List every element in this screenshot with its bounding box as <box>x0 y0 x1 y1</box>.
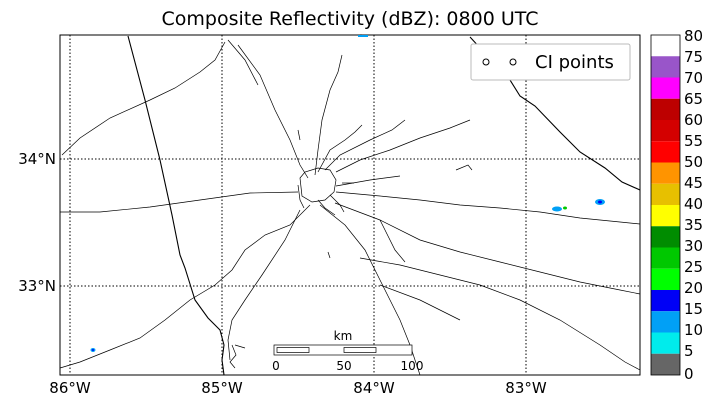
map-title: Composite Reflectivity (dBZ): 0800 UTC <box>161 8 539 30</box>
colorbar-bin <box>651 311 680 333</box>
colorbar-tick-label: 35 <box>684 216 703 234</box>
colorbar-bin <box>651 35 680 57</box>
lon-label: 84°W <box>353 379 395 397</box>
colorbar <box>650 34 681 376</box>
colorbar-bin <box>651 141 680 163</box>
lon-label: 86°W <box>49 379 91 397</box>
colorbar-tick-label: 40 <box>684 195 703 213</box>
colorbar-bin <box>651 226 680 248</box>
colorbar-bin <box>651 183 680 205</box>
lat-label: 34°N <box>18 150 56 168</box>
colorbar-tick-label: 25 <box>684 258 703 276</box>
lon-label: 85°W <box>201 379 243 397</box>
scale-bar: km 0 50 100 <box>272 329 423 373</box>
colorbar-labels: 80 75 70 65 60 55 50 45 40 35 30 25 20 1… <box>684 27 703 383</box>
colorbar-bin <box>651 77 680 99</box>
colorbar-bin <box>651 332 680 354</box>
colorbar-tick-label: 45 <box>684 174 703 192</box>
map-legend: CI points <box>470 43 631 81</box>
colorbar-tick-label: 75 <box>684 48 703 66</box>
colorbar-bin <box>651 205 680 227</box>
colorbar-bin <box>651 98 680 120</box>
colorbar-tick-label: 15 <box>684 300 703 318</box>
colorbar-tick-label: 10 <box>684 321 703 339</box>
colorbar-tick-label: 30 <box>684 237 703 255</box>
scale-unit: km <box>334 329 353 343</box>
colorbar-tick-label: 55 <box>684 132 703 150</box>
colorbar-tick-label: 50 <box>684 153 703 171</box>
colorbar-tick-label: 60 <box>684 111 703 129</box>
colorbar-bin <box>651 247 680 269</box>
colorbar-bin <box>651 162 680 184</box>
colorbar-tick-label: 20 <box>684 279 703 297</box>
lat-label: 33°N <box>18 277 56 295</box>
ci-point-marker-icon <box>482 58 490 66</box>
colorbar-frame <box>650 34 681 376</box>
roads <box>59 39 641 376</box>
lon-axis-labels: 86°W 85°W 84°W 83°W <box>49 379 547 397</box>
lon-label: 83°W <box>505 379 547 397</box>
legend-label: CI points <box>535 52 614 73</box>
ci-point-marker-icon <box>509 58 517 66</box>
scale-tick: 100 <box>401 359 424 373</box>
scale-tick: 50 <box>336 359 351 373</box>
graticule <box>60 35 640 375</box>
colorbar-tick-label: 80 <box>684 27 703 45</box>
colorbar-bin <box>651 120 680 142</box>
reflectivity-echoes <box>90 35 605 352</box>
colorbar-bin <box>651 290 680 312</box>
lat-axis-labels: 34°N 33°N <box>18 150 56 295</box>
map-frame <box>59 34 641 376</box>
colorbar-tick-label: 70 <box>684 69 703 87</box>
colorbar-bin <box>651 353 680 375</box>
colorbar-tick-label: 65 <box>684 90 703 108</box>
colorbar-tick-label: 0 <box>684 365 694 383</box>
colorbar-bin <box>651 268 680 290</box>
colorbar-tick-label: 5 <box>684 342 694 360</box>
colorbar-bin <box>651 56 680 78</box>
scale-tick: 0 <box>272 359 280 373</box>
